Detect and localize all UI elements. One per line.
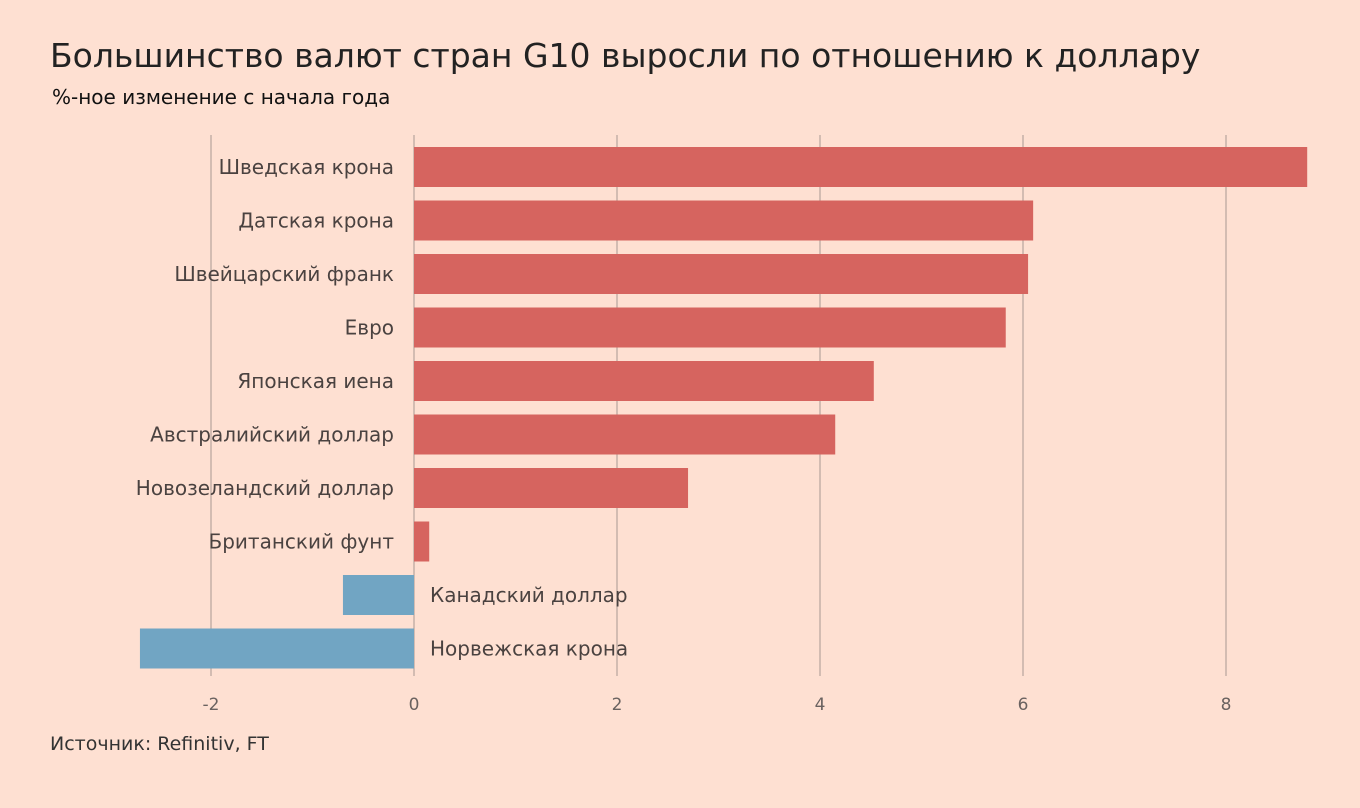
category-label: Британский фунт (209, 530, 395, 554)
bar (414, 200, 1034, 241)
category-label: Датская крона (238, 209, 394, 233)
bar (414, 414, 836, 455)
x-tick-label: -2 (203, 695, 220, 715)
category-label: Новозеландский доллар (136, 476, 394, 500)
x-axis-ticks: -2 0 2 4 6 8 (203, 695, 1232, 715)
category-label: Швейцарский франк (174, 262, 394, 286)
bar (139, 628, 414, 669)
chart-subtitle: %-ное изменение с начала года (52, 85, 391, 109)
x-tick-label: 2 (612, 695, 623, 715)
bar (342, 575, 414, 615)
category-labels: Шведская крона Датская крона Швейцарский ф… (136, 155, 628, 661)
category-label: Австралийский доллар (150, 423, 394, 447)
x-tick-label: 8 (1221, 695, 1232, 715)
x-tick-label: 6 (1018, 695, 1029, 715)
bar (414, 147, 1308, 187)
bar (414, 361, 874, 401)
bar (414, 468, 689, 508)
chart-title: Большинство валют стран G10 выросли по о… (50, 36, 1201, 75)
x-tick-label: 4 (815, 695, 826, 715)
bar (414, 254, 1029, 294)
category-label: Норвежская крона (430, 637, 628, 661)
category-label: Евро (345, 316, 394, 340)
category-label: Японская иена (237, 369, 394, 393)
x-tick-label: 0 (409, 695, 420, 715)
category-label: Шведская крона (219, 155, 394, 179)
bars (139, 147, 1308, 669)
bar (414, 521, 430, 562)
source-note: Источник: Refinitiv, FT (50, 733, 269, 755)
bar (414, 307, 1006, 348)
category-label: Канадский доллар (430, 583, 628, 607)
